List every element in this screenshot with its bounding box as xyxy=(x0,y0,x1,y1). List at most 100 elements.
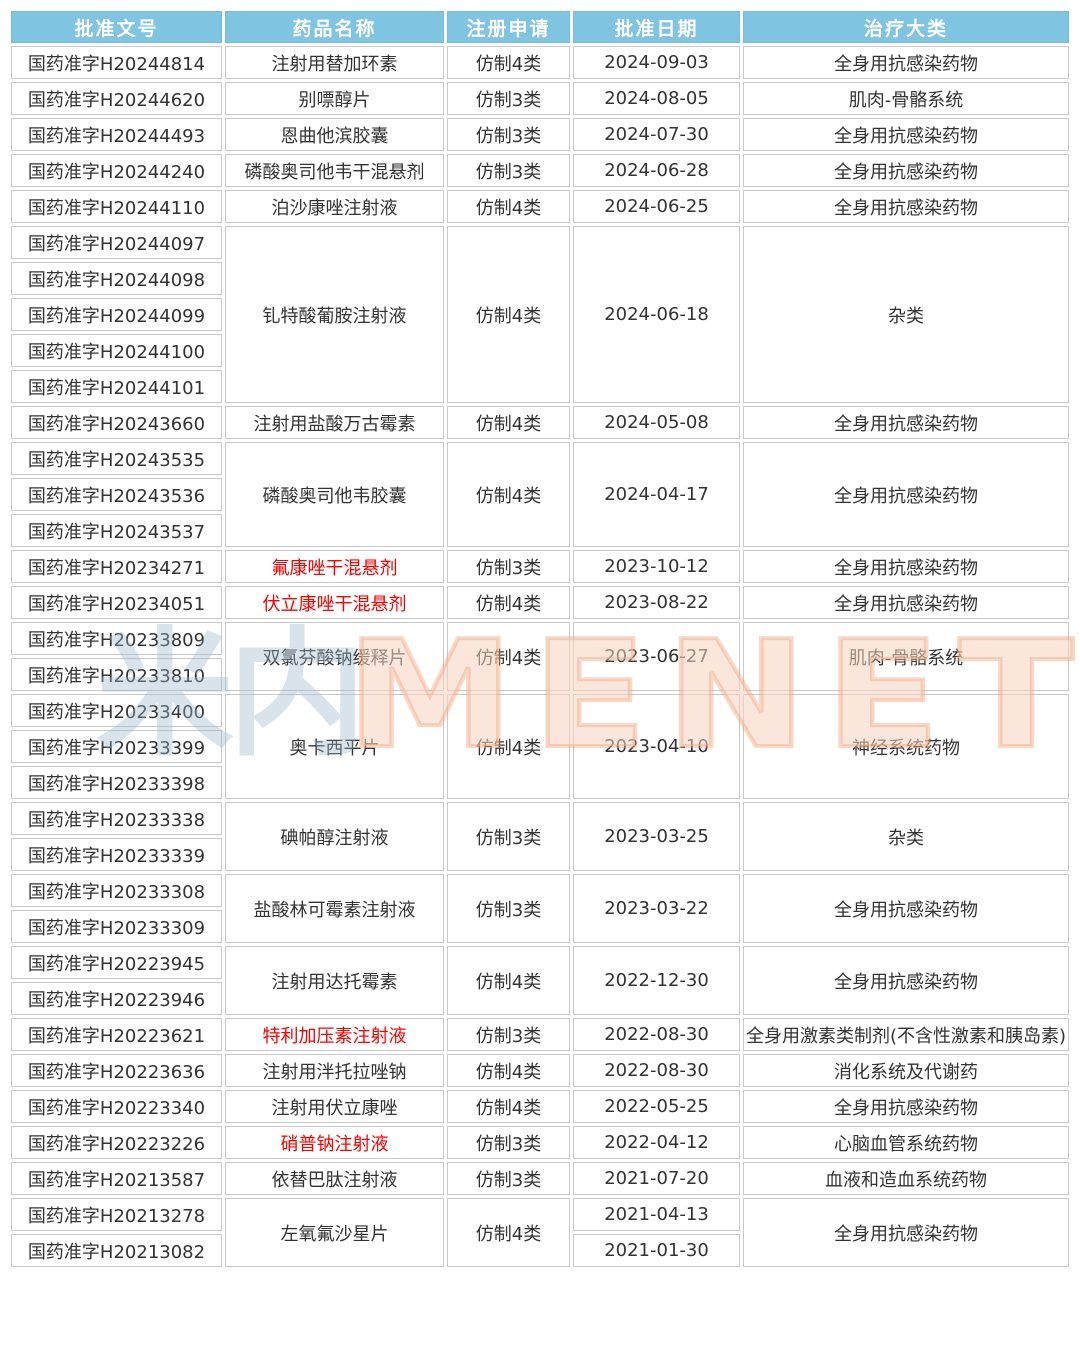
cell-reg-type: 仿制3类 xyxy=(447,154,570,187)
cell-category: 全身用抗感染药物 xyxy=(743,442,1069,547)
cell-approval-date: 2023-04-10 xyxy=(573,694,740,799)
table-row: 国药准字H20243535 磷酸奥司他韦胶囊 仿制4类 2024-04-17 全身用抗感… xyxy=(11,442,1069,547)
table-row: 国药准字H20233810 xyxy=(11,658,1069,691)
cell-approval-date: 2024-04-17 xyxy=(573,442,740,547)
cell-category: 全身用抗感染药物 xyxy=(743,586,1069,619)
cell-drug-name: 奥卡西平片 xyxy=(225,694,444,799)
cell-approval-date: 2023-03-25 xyxy=(573,802,740,871)
table-body: 国药准字H20244814 注射用替加环素 仿制4类 2024-09-03 全身用抗感染… xyxy=(11,46,1069,1267)
cell-category: 杂类 xyxy=(743,226,1069,403)
cell-approval-date: 2024-09-03 xyxy=(573,46,740,79)
table-row: 国药准字H20233809 双氯芬酸钠缓释片 仿制4类 2023-06-27 肌肉-骨骼… xyxy=(11,622,1069,691)
cell-drug-name: 双氯芬酸钠缓释片 xyxy=(225,622,444,691)
cell-reg-type: 仿制4类 xyxy=(447,586,570,619)
cell-category: 全身用抗感染药物 xyxy=(743,946,1069,1015)
table-row: 国药准字H20234271 氟康唑干混悬剂 仿制3类 2023-10-12 全身用抗感染… xyxy=(11,550,1069,583)
column-header-reg-type: 注册申请 xyxy=(447,11,570,43)
table-row: 国药准字H20213082 2021-01-30 xyxy=(11,1234,1069,1267)
table-row: 国药准字H20243537 xyxy=(11,514,1069,547)
column-header-drug-name: 药品名称 xyxy=(225,11,444,43)
table-row: 国药准字H20233338 碘帕醇注射液 仿制3类 2023-03-25 杂类 xyxy=(11,802,1069,871)
cell-approval-no: 国药准字H20244099 xyxy=(11,298,222,331)
table-row: 国药准字H20244099 xyxy=(11,298,1069,331)
header-row: 批准文号 药品名称 注册申请 批准日期 治疗大类 xyxy=(11,11,1069,43)
table-row: 国药准字H20213587 依替巴肽注射液 仿制3类 2021-07-20 血液和造血系… xyxy=(11,1162,1069,1195)
cell-approval-date: 2024-06-25 xyxy=(573,190,740,223)
cell-drug-name: 注射用盐酸万古霉素 xyxy=(225,406,444,439)
cell-approval-no: 国药准字H20244240 xyxy=(11,154,222,187)
column-header-approval-date: 批准日期 xyxy=(573,11,740,43)
cell-approval-date: 2024-08-05 xyxy=(573,82,740,115)
cell-drug-name: 左氧氟沙星片 xyxy=(225,1198,444,1267)
cell-approval-date: 2021-07-20 xyxy=(573,1162,740,1195)
cell-drug-name: 伏立康唑干混悬剂 xyxy=(225,586,444,619)
cell-approval-no: 国药准字H20213587 xyxy=(11,1162,222,1195)
cell-approval-date: 2022-04-12 xyxy=(573,1126,740,1159)
table-row: 国药准字H20244620 别嘌醇片 仿制3类 2024-08-05 肌肉-骨骼系统 xyxy=(11,82,1069,115)
cell-approval-no: 国药准字H20233339 xyxy=(11,838,222,871)
cell-reg-type: 仿制3类 xyxy=(447,1162,570,1195)
table-row: 国药准字H20244110 泊沙康唑注射液 仿制4类 2024-06-25 全身用抗感染… xyxy=(11,190,1069,223)
cell-category: 全身用抗感染药物 xyxy=(743,118,1069,151)
cell-reg-type: 仿制4类 xyxy=(447,406,570,439)
cell-approval-date: 2022-05-25 xyxy=(573,1090,740,1123)
cell-approval-date: 2023-06-27 xyxy=(573,622,740,691)
cell-drug-name: 注射用达托霉素 xyxy=(225,946,444,1015)
cell-reg-type: 仿制4类 xyxy=(447,1054,570,1087)
cell-approval-date: 2023-08-22 xyxy=(573,586,740,619)
drug-approval-table: 批准文号 药品名称 注册申请 批准日期 治疗大类 国药准字H20244814 注射用替加环… xyxy=(8,8,1072,1270)
cell-approval-no: 国药准字H20234051 xyxy=(11,586,222,619)
cell-reg-type: 仿制4类 xyxy=(447,622,570,691)
cell-reg-type: 仿制3类 xyxy=(447,550,570,583)
cell-approval-no: 国药准字H20233309 xyxy=(11,910,222,943)
cell-approval-date: 2023-10-12 xyxy=(573,550,740,583)
cell-approval-date: 2024-05-08 xyxy=(573,406,740,439)
cell-reg-type: 仿制3类 xyxy=(447,874,570,943)
cell-category: 全身用抗感染药物 xyxy=(743,1090,1069,1123)
table-row: 国药准字H20234051 伏立康唑干混悬剂 仿制4类 2023-08-22 全身用抗感… xyxy=(11,586,1069,619)
cell-reg-type: 仿制3类 xyxy=(447,1018,570,1051)
table-row: 国药准字H20243536 xyxy=(11,478,1069,511)
cell-approval-no: 国药准字H20244814 xyxy=(11,46,222,79)
cell-reg-type: 仿制4类 xyxy=(447,190,570,223)
cell-approval-no: 国药准字H20233398 xyxy=(11,766,222,799)
table-row: 国药准字H20213278 左氧氟沙星片 仿制4类 2021-04-13 全身用抗感染药… xyxy=(11,1198,1069,1267)
cell-drug-name: 钆特酸葡胺注射液 xyxy=(225,226,444,403)
table-row: 国药准字H20244101 xyxy=(11,370,1069,403)
cell-approval-no: 国药准字H20223621 xyxy=(11,1018,222,1051)
cell-drug-name: 氟康唑干混悬剂 xyxy=(225,550,444,583)
cell-reg-type: 仿制4类 xyxy=(447,442,570,547)
cell-approval-date: 2022-12-30 xyxy=(573,946,740,1015)
table-row: 国药准字H20244814 注射用替加环素 仿制4类 2024-09-03 全身用抗感染… xyxy=(11,46,1069,79)
cell-approval-no: 国药准字H20223636 xyxy=(11,1054,222,1087)
cell-approval-no: 国药准字H20244110 xyxy=(11,190,222,223)
table-row: 国药准字H20233339 xyxy=(11,838,1069,871)
cell-drug-name: 注射用泮托拉唑钠 xyxy=(225,1054,444,1087)
cell-approval-no: 国药准字H20233338 xyxy=(11,802,222,835)
cell-approval-no: 国药准字H20233809 xyxy=(11,622,222,655)
column-header-category: 治疗大类 xyxy=(743,11,1069,43)
cell-approval-date: 2021-04-13 xyxy=(573,1198,740,1231)
cell-drug-name: 别嘌醇片 xyxy=(225,82,444,115)
table-row: 国药准字H20233308 盐酸林可霉素注射液 仿制3类 2023-03-22 全身用抗… xyxy=(11,874,1069,943)
cell-category: 神经系统药物 xyxy=(743,694,1069,799)
cell-approval-no: 国药准字H20234271 xyxy=(11,550,222,583)
cell-drug-name: 恩曲他滨胶囊 xyxy=(225,118,444,151)
cell-reg-type: 仿制4类 xyxy=(447,1090,570,1123)
table-row: 国药准字H20233398 xyxy=(11,766,1069,799)
table-row: 国药准字H20233400 奥卡西平片 仿制4类 2023-04-10 神经系统药物 xyxy=(11,694,1069,799)
table-row: 国药准字H20223945 注射用达托霉素 仿制4类 2022-12-30 全身用抗感染… xyxy=(11,946,1069,1015)
table-row: 国药准字H20223340 注射用伏立康唑 仿制4类 2022-05-25 全身用抗感染… xyxy=(11,1090,1069,1123)
cell-approval-no: 国药准字H20223340 xyxy=(11,1090,222,1123)
cell-approval-date: 2022-08-30 xyxy=(573,1054,740,1087)
table-row: 国药准字H20223226 硝普钠注射液 仿制3类 2022-04-12 心脑血管系统药… xyxy=(11,1126,1069,1159)
cell-drug-name: 磷酸奥司他韦干混悬剂 xyxy=(225,154,444,187)
cell-category: 全身用抗感染药物 xyxy=(743,406,1069,439)
cell-category: 全身用抗感染药物 xyxy=(743,1198,1069,1267)
cell-approval-date: 2024-06-18 xyxy=(573,226,740,403)
cell-reg-type: 仿制4类 xyxy=(447,226,570,403)
cell-approval-no: 国药准字H20244493 xyxy=(11,118,222,151)
cell-approval-no: 国药准字H20213082 xyxy=(11,1234,222,1267)
cell-approval-no: 国药准字H20213278 xyxy=(11,1198,222,1231)
cell-approval-no: 国药准字H20233400 xyxy=(11,694,222,727)
